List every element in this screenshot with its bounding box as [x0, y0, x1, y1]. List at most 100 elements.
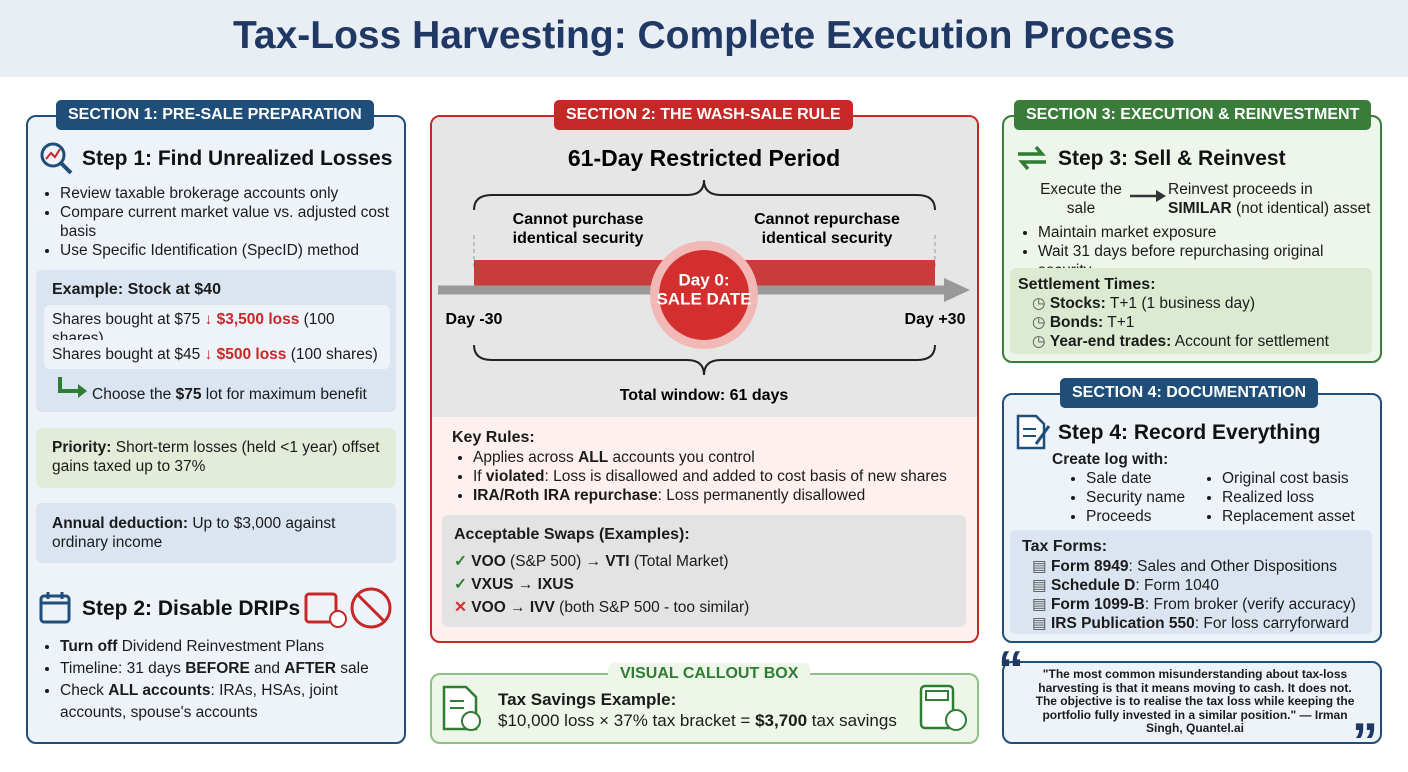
page-title: Tax-Loss Harvesting: Complete Execution … — [232, 14, 1176, 57]
list-item: IRS Publication 550: For loss carryforwa… — [1032, 614, 1372, 633]
text-run: : Form 1040 — [1135, 577, 1219, 594]
text-run: Short-term losses (held <1 year) offset … — [52, 439, 380, 475]
emphasis: IXUS — [537, 576, 574, 593]
icon-arrow — [1130, 190, 1166, 202]
icon-arrow — [58, 377, 87, 398]
emphasis: Annual deduction: — [52, 515, 189, 532]
text-run: Check — [60, 682, 109, 699]
emphasis: Form 1099-B — [1050, 596, 1145, 613]
icon-no-drip — [304, 587, 392, 629]
list-item: Schedule D: Form 1040 — [1032, 576, 1372, 595]
emphasis: $75 — [175, 386, 202, 403]
rules-list: Applies across ALL accounts you controlI… — [455, 448, 965, 505]
icon-doc — [442, 685, 481, 731]
day0: Day 0: — [678, 270, 729, 289]
emphasis: BEFORE — [185, 660, 250, 677]
list-item: Form 8949: Sales and Other Dispositions — [1032, 557, 1372, 576]
text-run: (both S&P 500 - too similar) — [554, 599, 750, 616]
emphasis: IRS Publication 550 — [1050, 615, 1195, 632]
swaps-title: Acceptable Swaps (Examples): — [454, 526, 690, 543]
list-item: Compare current market value vs. adjuste… — [60, 203, 392, 241]
emphasis: Schedule D — [1050, 577, 1136, 594]
callout-label: VISUAL CALLOUT BOX — [608, 663, 811, 685]
list-item: VXUS → IXUS — [454, 573, 954, 596]
quote-box — [1002, 661, 1382, 744]
settlement-list: Stocks: T+1 (1 business day)Bonds: T+1Ye… — [1032, 294, 1367, 351]
text-run: Shares bought at $45 — [52, 346, 205, 363]
icon-calculator — [919, 684, 967, 731]
bullet-list: Turn off Dividend Reinvestment PlansTime… — [42, 636, 397, 724]
list-item: Review taxable brokerage accounts only — [60, 184, 392, 203]
emphasis: ↓ $500 loss — [204, 346, 287, 363]
emphasis: VOO — [471, 553, 506, 570]
callout-text: $10,000 loss × 37% tax bracket = $3,700 … — [498, 711, 897, 731]
emphasis: Priority: — [52, 439, 112, 456]
section-label: SECTION 4: DOCUMENTATION — [1060, 378, 1319, 408]
annual-box: Annual deduction: Up to $3,000 against o… — [36, 503, 396, 563]
list-item: Form 1099-B: From broker (verify accurac… — [1032, 595, 1372, 614]
icon-log — [1016, 414, 1051, 450]
list-item: Proceeds — [1086, 507, 1198, 526]
list-item: Replacement asset — [1222, 507, 1374, 526]
emphasis: AFTER — [284, 660, 336, 677]
text-run: : Sales and Other Dispositions — [1128, 558, 1338, 575]
text-run: Shares bought at $75 — [52, 311, 205, 328]
list-item: Realized loss — [1222, 488, 1374, 507]
emphasis: Form 8949 — [1050, 558, 1129, 575]
emphasis: ALL — [578, 449, 609, 466]
emphasis: $3,700 — [755, 711, 808, 730]
icon-swap — [1018, 145, 1046, 171]
text-run: accounts you control — [608, 449, 755, 466]
log-list: Original cost basisRealized lossReplacem… — [1204, 469, 1374, 526]
text-run: (100 shares) — [286, 346, 378, 363]
example-line: Shares bought at $45 ↓ $500 loss (100 sh… — [44, 340, 390, 369]
quote-text: "The most common misunderstanding about … — [1035, 667, 1355, 735]
text-run: : Loss is disallowed and added to cost b… — [544, 468, 947, 485]
settlement-title: Settlement Times: — [1018, 276, 1156, 293]
text-run: : From broker (verify accuracy) — [1144, 596, 1356, 613]
forms-list: Form 8949: Sales and Other DispositionsS… — [1032, 557, 1372, 633]
reinvest-text: Reinvest proceeds in SIMILAR (not identi… — [1168, 180, 1373, 218]
list-item: Turn off Dividend Reinvestment Plans — [60, 636, 397, 658]
text-run: (Total Market) — [629, 553, 729, 570]
emphasis: Year-end trades: — [1049, 333, 1172, 350]
text-run: tax savings — [807, 711, 897, 730]
emphasis: violated — [485, 468, 545, 485]
text-run: → — [505, 599, 530, 616]
example-title: Example: Stock at $40 — [52, 281, 221, 298]
list-item: If violated: Loss is disallowed and adde… — [473, 467, 965, 486]
emphasis: Stocks: — [1049, 295, 1106, 312]
day-end: Day +30 — [905, 311, 966, 328]
text-run: sale — [335, 660, 369, 677]
forms-title: Tax Forms: — [1022, 538, 1108, 555]
text-run: and — [249, 660, 285, 677]
text-run: : For loss carryforward — [1194, 615, 1349, 632]
bullet-list: Review taxable brokerage accounts onlyCo… — [42, 184, 392, 260]
text-run: $10,000 loss × 37% tax bracket = — [498, 711, 756, 730]
list-item: Year-end trades: Account for settlement — [1032, 332, 1367, 351]
text-run: T+1 (1 business day) — [1105, 295, 1256, 312]
text-run: (S&P 500) → — [505, 553, 606, 570]
emphasis: Bonds: — [1049, 314, 1104, 331]
after-label: Cannot repurchase identical security — [754, 211, 900, 247]
section-label: SECTION 2: THE WASH-SALE RULE — [554, 100, 853, 130]
log-list: Sale dateSecurity nameProceeds — [1068, 469, 1198, 526]
total-window: Total window: 61 days — [620, 387, 789, 404]
label-line: identical security — [513, 230, 644, 247]
text-run: lot for maximum benefit — [201, 386, 367, 403]
emphasis: VXUS — [471, 576, 514, 593]
list-item: Timeline: 31 days BEFORE and AFTER sale — [60, 658, 397, 680]
period-title: 61-Day Restricted Period — [568, 145, 840, 171]
swaps-list: VOO (S&P 500) → VTI (Total Market)VXUS →… — [454, 550, 954, 619]
list-item: Stocks: T+1 (1 business day) — [1032, 294, 1367, 313]
step-title: Step 2: Disable DRIPs — [82, 597, 301, 620]
text-run: Applies across — [473, 449, 579, 466]
label-line: identical security — [762, 230, 893, 247]
list-item: Security name — [1086, 488, 1198, 507]
emphasis: ALL accounts — [108, 682, 211, 699]
emphasis: SIMILAR — [1168, 200, 1232, 217]
icon-calendar — [39, 592, 71, 624]
list-item: Check ALL accounts: IRAs, HSAs, joint ac… — [60, 680, 397, 724]
emphasis: ↓ $3,500 loss — [204, 311, 300, 328]
